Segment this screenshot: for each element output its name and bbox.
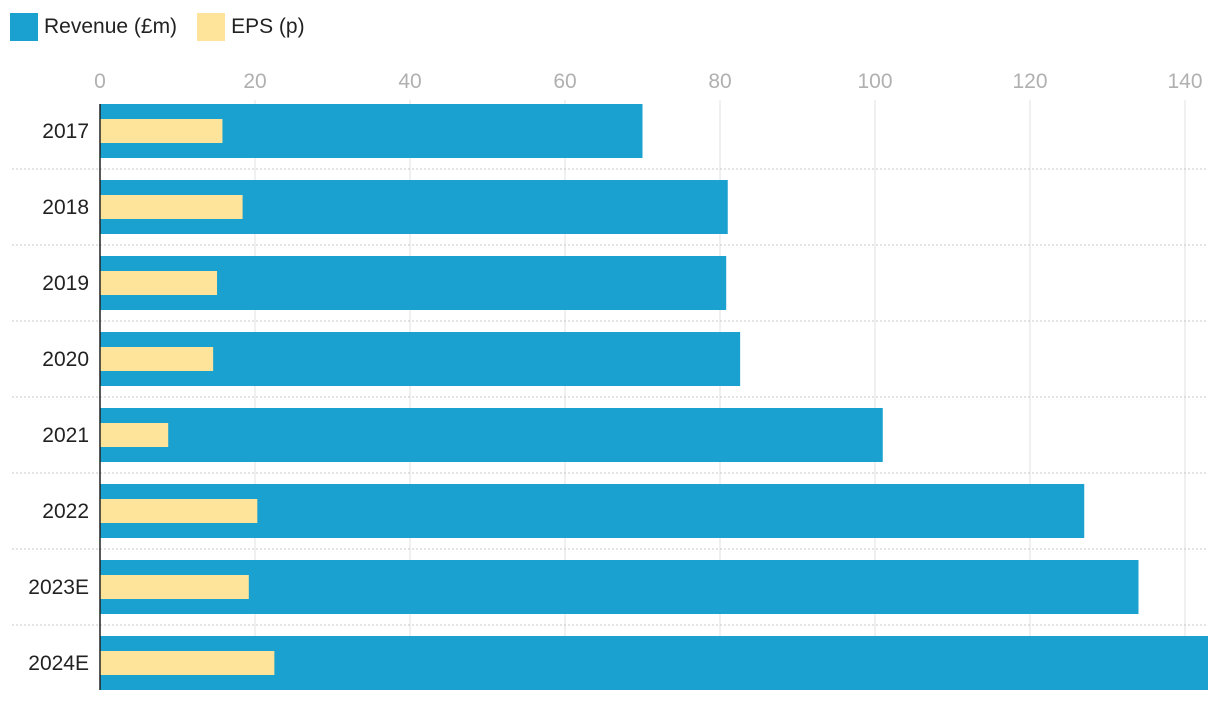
x-tick-label-0: 0 [94, 70, 106, 93]
bar-eps-2022[interactable] [100, 499, 258, 523]
category-label-2019: 2019 [42, 272, 89, 295]
x-tick-label-120: 120 [1012, 70, 1047, 93]
category-label-2017: 2017 [42, 120, 89, 143]
legend-item-eps[interactable]: EPS (p) [197, 13, 305, 41]
x-tick-label-140: 140 [1167, 70, 1202, 93]
category-label-2018: 2018 [42, 196, 89, 219]
x-axis-ticks: 0 20 40 60 80 100 120 140 [94, 70, 1202, 93]
legend-swatch-revenue [10, 13, 38, 41]
bar-eps-2024E[interactable] [100, 651, 275, 675]
bar-revenue-2024E[interactable] [100, 636, 1208, 690]
bar-eps-2017[interactable] [100, 119, 223, 143]
bar-revenue-2021[interactable] [100, 408, 883, 462]
bar-eps-2020[interactable] [100, 347, 214, 371]
bar-revenue-2022[interactable] [100, 484, 1085, 538]
bar-eps-2018[interactable] [100, 195, 243, 219]
category-label-2022: 2022 [42, 500, 89, 523]
bar-eps-2021[interactable] [100, 423, 169, 447]
bar-eps-2023E[interactable] [100, 575, 249, 599]
legend-label-eps: EPS (p) [231, 15, 305, 38]
x-tick-label-80: 80 [708, 70, 731, 93]
x-tick-label-40: 40 [398, 70, 421, 93]
category-label-2023E: 2023E [28, 576, 89, 599]
bars [100, 104, 1208, 690]
x-tick-label-60: 60 [553, 70, 576, 93]
row-separators [12, 168, 1208, 626]
legend-swatch-eps [197, 13, 226, 41]
category-label-2021: 2021 [42, 424, 89, 447]
category-label-2024E: 2024E [28, 652, 89, 675]
bar-revenue-2023E[interactable] [100, 560, 1139, 614]
x-tick-label-20: 20 [243, 70, 266, 93]
y-axis-labels: 2017 2018 2019 2020 2021 2022 2023E 2024E [28, 120, 89, 675]
legend-item-revenue[interactable]: Revenue (£m) [10, 13, 177, 41]
category-label-2020: 2020 [42, 348, 89, 371]
bar-eps-2019[interactable] [100, 271, 218, 295]
legend-label-revenue: Revenue (£m) [44, 15, 178, 38]
chart-legend: Revenue (£m) EPS (p) [10, 12, 325, 42]
x-tick-label-100: 100 [857, 70, 892, 93]
